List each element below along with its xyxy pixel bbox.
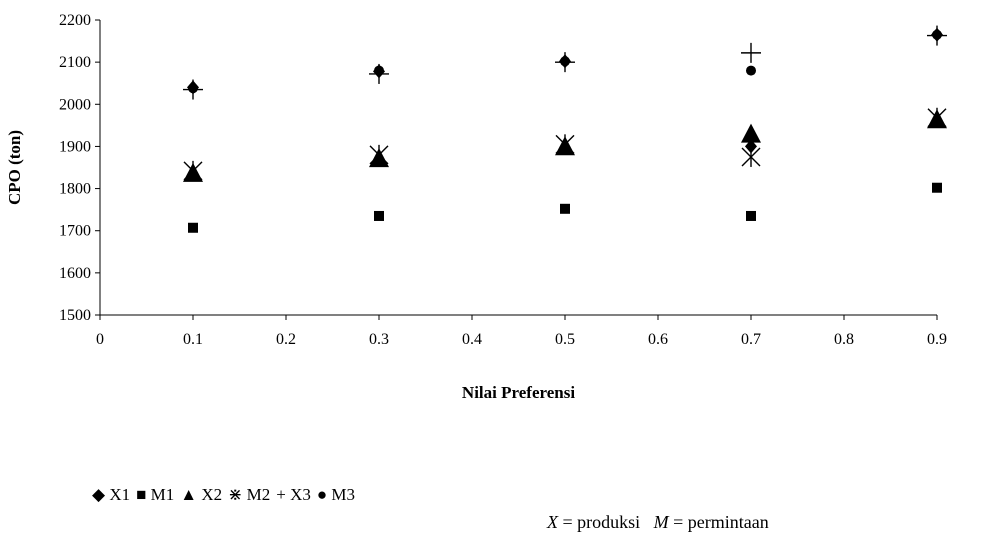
legend-label: M3 bbox=[331, 485, 356, 504]
x-tick-label: 0.3 bbox=[369, 331, 389, 348]
legend-label: X1 bbox=[109, 485, 131, 504]
x-tick-label: 0.7 bbox=[741, 331, 761, 348]
point-m3 bbox=[932, 29, 942, 40]
legend-label: X3 bbox=[290, 485, 311, 504]
point-m3 bbox=[746, 65, 756, 76]
legend-marker-triangle-icon: ▲ bbox=[180, 485, 202, 504]
legend-marker-asterisk-icon: ⋇ bbox=[228, 485, 247, 504]
x-axis-title: Nilai Preferensi bbox=[462, 383, 575, 402]
point-m3 bbox=[374, 65, 384, 76]
x-tick-label: 0.2 bbox=[276, 331, 296, 348]
legend-marker-diamond-icon: ◆ bbox=[92, 485, 110, 504]
x-tick-label: 0.5 bbox=[555, 331, 575, 348]
x-tick-label: 0.1 bbox=[183, 331, 203, 348]
note-x-var: X bbox=[547, 512, 558, 532]
scatter-chart: 1500 1600 1700 1800 1900 2000 2100 2200 0 0.1 0.2 0… bbox=[5, 12, 947, 402]
legend-marker-plus-icon: + bbox=[276, 485, 291, 504]
legend-label: M2 bbox=[246, 485, 271, 504]
y-tick-label: 2000 bbox=[59, 96, 91, 113]
y-tick-label: 1900 bbox=[59, 138, 91, 155]
point-m1 bbox=[188, 222, 198, 233]
x-tick-label: 0 bbox=[96, 331, 104, 348]
legend-item-m2: ⋇ M2 bbox=[228, 485, 270, 504]
point-m2 bbox=[555, 134, 575, 155]
point-m1 bbox=[560, 203, 570, 214]
note-x-text: = produksi bbox=[558, 512, 641, 532]
x-tick-label: 0.4 bbox=[462, 331, 482, 348]
point-m2 bbox=[927, 107, 947, 128]
note-m-var: M bbox=[653, 512, 669, 532]
axes: 1500 1600 1700 1800 1900 2000 2100 2200 0 0.1 0.2 0… bbox=[59, 12, 947, 348]
legend-marker-square-icon: ■ bbox=[136, 485, 151, 504]
note-m-text: = permintaan bbox=[668, 512, 769, 532]
chart-marks bbox=[183, 25, 947, 233]
point-x2 bbox=[741, 123, 761, 143]
y-tick-label: 1800 bbox=[59, 181, 91, 198]
legend-item-m1: ■ M1 bbox=[136, 485, 174, 504]
point-m1 bbox=[374, 210, 384, 221]
point-m1 bbox=[932, 182, 942, 193]
point-m2 bbox=[741, 146, 761, 167]
point-x1 bbox=[745, 139, 757, 154]
x-tick-label: 0.8 bbox=[834, 331, 854, 348]
legend-item-x1: ◆ X1 bbox=[92, 485, 130, 504]
point-m3 bbox=[188, 83, 198, 94]
legend-marker-circle-icon: ● bbox=[316, 485, 332, 504]
point-m2 bbox=[369, 144, 389, 165]
y-tick-label: 1600 bbox=[59, 265, 91, 282]
y-tick-label: 2200 bbox=[59, 12, 91, 29]
point-x3 bbox=[741, 42, 761, 63]
legend-item-x2: ▲ X2 bbox=[180, 485, 222, 504]
x-tick-label: 0.9 bbox=[927, 331, 947, 348]
legend-item-m3: ● M3 bbox=[317, 485, 355, 504]
legend-label: X2 bbox=[201, 485, 223, 504]
y-tick-label: 1500 bbox=[59, 307, 91, 324]
y-axis-title: CPO (ton) bbox=[5, 130, 24, 205]
point-m1 bbox=[746, 210, 756, 221]
legend-label: M1 bbox=[150, 485, 175, 504]
legend: ◆ X1 ■ M1 ▲ X2 ⋇ M2 + X3 ● M3 bbox=[92, 485, 361, 505]
legend-item-x3: + X3 bbox=[276, 485, 311, 504]
y-tick-label: 1700 bbox=[59, 223, 91, 240]
variable-note: X = produksi M = permintaan bbox=[547, 512, 769, 533]
y-tick-label: 2100 bbox=[59, 54, 91, 71]
x-tick-label: 0.6 bbox=[648, 331, 668, 348]
point-m3 bbox=[560, 56, 570, 67]
point-m2 bbox=[183, 160, 203, 181]
